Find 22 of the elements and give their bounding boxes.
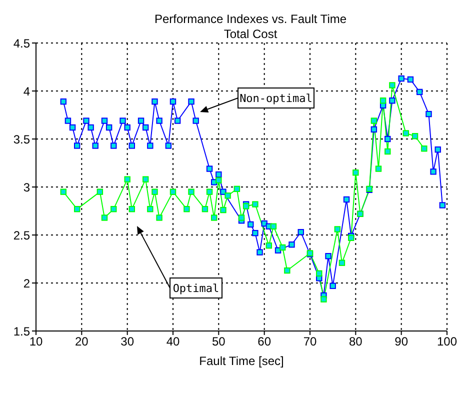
- x-tick-label: 100: [436, 334, 458, 349]
- annotation: Optimal: [172, 282, 220, 295]
- y-tick-label: 4.5: [13, 36, 30, 50]
- x-tick-label: 50: [212, 334, 226, 349]
- y-tick-label: 3: [23, 180, 30, 194]
- y-tick-label: 3.5: [13, 132, 30, 146]
- x-tick-label: 70: [303, 334, 317, 349]
- y-tick-label: 1.5: [13, 324, 30, 338]
- annotation: Non-optimal: [240, 92, 312, 105]
- y-tick-label: 2.5: [13, 228, 30, 242]
- x-tick-label: 30: [120, 334, 134, 349]
- x-tick-label: 60: [258, 334, 272, 349]
- x-tick-label: 10: [29, 334, 43, 349]
- x-tick-label: 20: [74, 334, 89, 349]
- y-tick-label: 4: [23, 84, 30, 98]
- x-tick-label: 90: [394, 334, 408, 349]
- y-tick-label: 2: [23, 276, 30, 290]
- chart-subtitle: Total Cost: [224, 27, 278, 41]
- x-tick-label: 40: [166, 334, 180, 349]
- x-tick-label: 80: [348, 334, 363, 349]
- chart-title: Performance Indexes vs. Fault Time: [153, 12, 348, 27]
- x-axis-title: Fault Time [sec]: [199, 354, 284, 368]
